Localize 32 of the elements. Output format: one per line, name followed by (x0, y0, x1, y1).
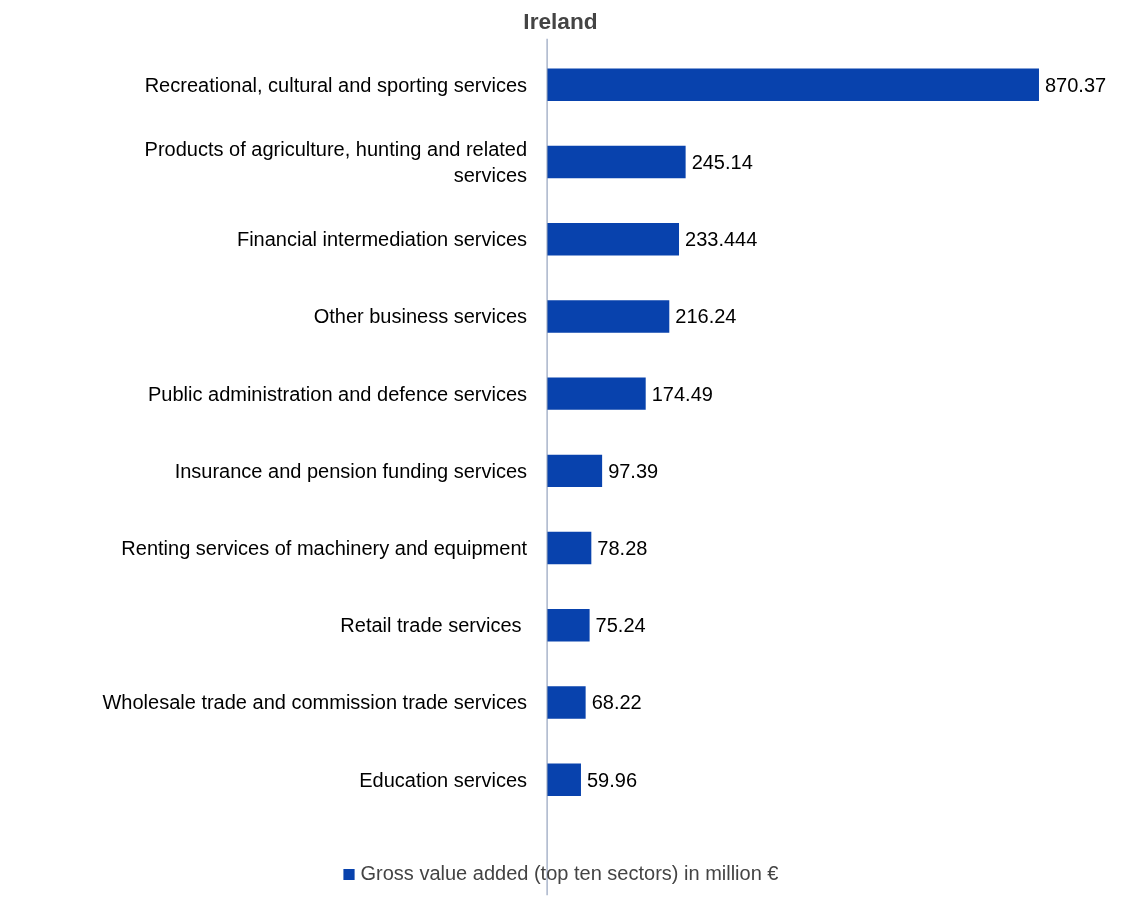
y-tick-label: Recreational, cultural and sporting services (144, 73, 528, 96)
y-tick-label: Wholesale trade and commission trade services (102, 691, 528, 714)
y-tick-label: Products of agriculture, hunting and related services (144, 137, 528, 187)
y-tick-label: Renting services of machinery and equipment (121, 537, 528, 560)
bar (547, 300, 670, 333)
y-tick-label: Retail trade services (340, 614, 522, 637)
y-tick-label: Public administration and defence services (147, 382, 528, 405)
bar (547, 223, 680, 256)
data-label: 59.96 (586, 768, 638, 791)
y-tick-label: Other business services (313, 305, 528, 328)
y-tick-label: Insurance and pension funding services (174, 459, 528, 482)
y-tick-label: Financial intermediation services (236, 228, 528, 251)
legend-label: Gross value added (top ten sectors) in million € (360, 862, 779, 885)
data-label: 75.24 (595, 614, 646, 637)
bar (547, 68, 1039, 102)
bar (547, 763, 581, 796)
bar (547, 531, 592, 565)
data-label: 216.24 (675, 305, 737, 328)
bar (547, 454, 603, 488)
data-label: 97.39 (608, 459, 659, 482)
data-label: 174.49 (651, 382, 713, 405)
y-tick-label: Education services (359, 768, 528, 791)
data-label: 245.14 (691, 151, 753, 174)
bar (547, 377, 646, 410)
data-label: 68.22 (591, 691, 642, 714)
data-label: 870.37 (1044, 73, 1107, 96)
bar (547, 145, 686, 179)
data-label: 78.28 (597, 537, 648, 560)
chart-title: Ireland (523, 7, 598, 34)
data-label: 233.444 (685, 228, 758, 251)
bar (547, 609, 590, 642)
bar (547, 686, 586, 719)
